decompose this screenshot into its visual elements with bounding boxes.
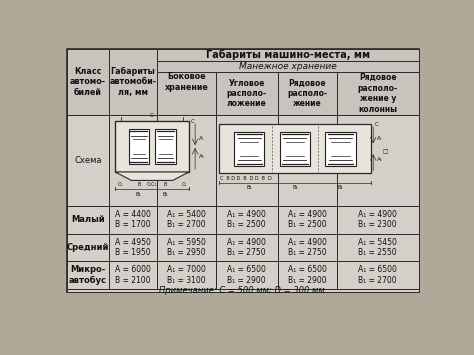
Text: A = 6000
B = 2100: A = 6000 B = 2100 (115, 266, 151, 285)
Bar (67, 261, 109, 289)
Bar (337, 234, 419, 261)
Text: A₁ = 4900
B₁ = 2500: A₁ = 4900 B₁ = 2500 (288, 210, 327, 229)
Text: A₁ = 5950
B₁ = 2950: A₁ = 5950 B₁ = 2950 (167, 238, 206, 257)
Text: Манежное хранение: Манежное хранение (239, 62, 337, 71)
Bar (278, 206, 337, 234)
Text: Средний: Средний (67, 243, 109, 252)
Bar (157, 261, 216, 289)
Text: C: C (375, 122, 378, 127)
Text: C  B D D  B  D D  B  D: C B D D B D D B D (220, 176, 272, 181)
Text: Схема: Схема (74, 156, 102, 165)
Bar (157, 61, 419, 72)
Bar (155, 129, 176, 164)
Bar (234, 132, 264, 166)
Bar (216, 72, 278, 115)
Bar (278, 234, 337, 261)
Bar (278, 72, 337, 115)
Bar (109, 261, 157, 289)
Bar (337, 115, 419, 206)
Polygon shape (115, 172, 189, 180)
Bar (109, 206, 157, 234)
Bar (278, 261, 337, 289)
Text: A₁ = 6500
B₁ = 2900: A₁ = 6500 B₁ = 2900 (288, 266, 327, 285)
Bar (109, 234, 157, 261)
Text: C: C (150, 113, 154, 118)
Text: B₁: B₁ (337, 185, 343, 190)
Text: B₁: B₁ (246, 185, 252, 190)
Bar (216, 234, 278, 261)
Bar (67, 49, 109, 115)
Bar (67, 115, 109, 206)
Bar (67, 234, 109, 261)
Text: Микро-
автобус: Микро- автобус (69, 266, 107, 285)
Text: Габариты
автомоби-
ля, мм: Габариты автомоби- ля, мм (109, 67, 156, 97)
Text: A: A (199, 136, 203, 141)
Bar (216, 115, 278, 206)
Text: Рядовое
располо-
жение у
колонны: Рядовое располо- жение у колонны (358, 73, 398, 114)
Text: A₁: A₁ (377, 157, 383, 162)
Bar (216, 206, 278, 234)
Bar (157, 115, 216, 206)
Text: Рядовое
располо-
жение: Рядовое располо- жение (287, 78, 328, 108)
Bar (219, 124, 371, 173)
Bar (337, 206, 419, 234)
Bar (157, 49, 419, 61)
Bar (216, 261, 278, 289)
Text: B₁: B₁ (163, 192, 168, 197)
Text: A = 4950
B = 1950: A = 4950 B = 1950 (115, 238, 151, 257)
Bar (128, 129, 149, 164)
Text: B₁: B₁ (292, 185, 298, 190)
Text: Габариты машино-места, мм: Габариты машино-места, мм (206, 50, 370, 60)
Text: C: C (191, 119, 195, 124)
Bar (337, 261, 419, 289)
Text: A₁ = 6500
B₁ = 2900: A₁ = 6500 B₁ = 2900 (228, 266, 266, 285)
Bar (109, 49, 157, 115)
Text: A₁ = 5450
B₁ = 2550: A₁ = 5450 B₁ = 2550 (358, 238, 397, 257)
Bar (115, 121, 189, 172)
Text: A₁ = 7000
B₁ = 3100: A₁ = 7000 B₁ = 3100 (167, 266, 206, 285)
Text: Малый: Малый (71, 215, 105, 224)
Text: B₁: B₁ (136, 192, 142, 197)
Text: C₁: C₁ (118, 182, 123, 187)
Bar (109, 115, 157, 206)
Text: A₁ = 6500
B₁ = 2700: A₁ = 6500 B₁ = 2700 (358, 266, 397, 285)
Text: B: B (164, 182, 167, 187)
Text: Класс
автомо-
билей: Класс автомо- билей (70, 67, 106, 97)
Bar (67, 289, 419, 292)
Text: A: A (377, 136, 381, 141)
Bar (157, 49, 216, 115)
Bar (278, 115, 337, 206)
Text: Боковое
хранение: Боковое хранение (164, 72, 208, 92)
Bar (67, 49, 419, 292)
Text: Примечание: C = 500 мм; D = 300 мм.: Примечание: C = 500 мм; D = 300 мм. (159, 286, 327, 295)
Text: C₁: C₁ (182, 182, 187, 187)
Text: A = 4400
B = 1700: A = 4400 B = 1700 (115, 210, 151, 229)
Bar (67, 206, 109, 234)
Text: A₁ = 4900
B₁ = 2750: A₁ = 4900 B₁ = 2750 (228, 238, 266, 257)
Text: A₁ = 4900
B₁ = 2300: A₁ = 4900 B₁ = 2300 (358, 210, 397, 229)
Bar (157, 206, 216, 234)
Bar (337, 72, 419, 115)
Bar (325, 132, 356, 166)
Text: Угловое
располо-
ложение: Угловое располо- ложение (227, 78, 267, 108)
Text: A₁ = 4900
B₁ = 2750: A₁ = 4900 B₁ = 2750 (288, 238, 327, 257)
Text: A₁ = 5400
B₁ = 2700: A₁ = 5400 B₁ = 2700 (167, 210, 206, 229)
Text: C₁C₁: C₁C₁ (147, 182, 157, 187)
Bar (157, 234, 216, 261)
Text: □: □ (383, 149, 388, 154)
Bar (280, 132, 310, 166)
Text: A₁ = 4900
B₁ = 2500: A₁ = 4900 B₁ = 2500 (228, 210, 266, 229)
Text: B: B (137, 182, 140, 187)
Text: A₁: A₁ (199, 154, 205, 159)
